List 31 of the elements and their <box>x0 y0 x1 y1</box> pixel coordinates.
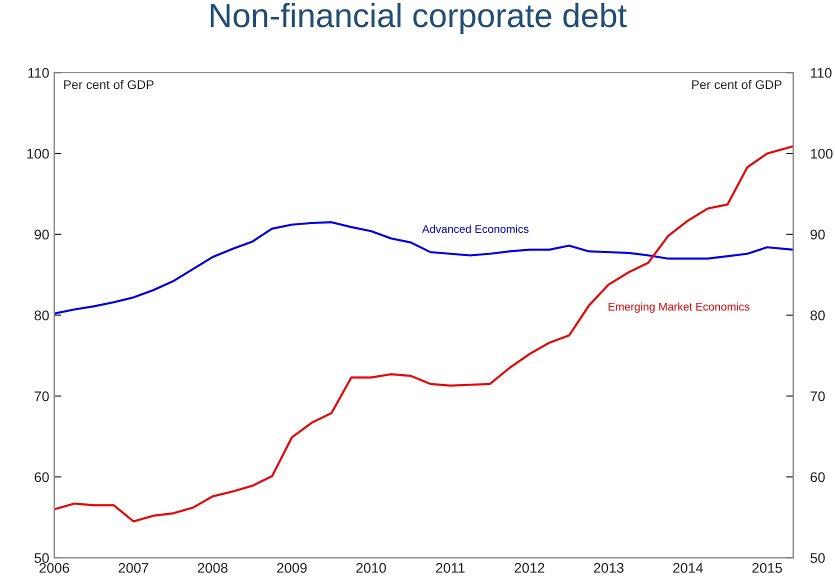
x-tick-label: 2013 <box>594 562 624 573</box>
x-tick-label: 2006 <box>40 562 70 573</box>
y-tick-label: 100 <box>27 148 49 159</box>
chart-title: Non-financial corporate debt <box>210 2 627 34</box>
y2-tick-label: 90 <box>810 230 825 240</box>
y2-tick-label: 60 <box>810 472 825 482</box>
y2-tick-label: 110 <box>810 68 832 78</box>
y2-tick-label: 80 <box>810 310 825 320</box>
y-tick-label: 110 <box>28 68 49 78</box>
x-tick-label: 2012 <box>514 562 544 573</box>
y2-tick-label: 100 <box>810 148 833 159</box>
y-tick-label: 70 <box>34 391 49 402</box>
y-axis-title: Per cent of GDP <box>64 80 154 90</box>
y-tick-label: 80 <box>34 310 49 320</box>
y-tick-label: 90 <box>34 230 49 240</box>
x-tick-label: 2010 <box>356 562 386 573</box>
y-tick-label: 60 <box>34 472 49 482</box>
y2-tick-label: 70 <box>810 391 825 402</box>
x-tick-label: 2008 <box>198 562 228 573</box>
x-tick-label: 2009 <box>277 562 307 573</box>
x-tick-label: 2007 <box>118 562 148 573</box>
line-series <box>54 145 794 522</box>
series-label: Emerging Market Economics <box>608 302 750 313</box>
series-label: Advanced Economics <box>422 224 529 233</box>
x-tick-label: 2015 <box>752 562 782 573</box>
y2-tick-label: 50 <box>810 553 825 563</box>
x-tick-label: 2011 <box>436 562 465 573</box>
line-series <box>54 221 794 315</box>
x-tick-label: 2014 <box>673 562 703 573</box>
y2-axis-title: Per cent of GDP <box>692 80 782 90</box>
y-tick-label: 50 <box>34 553 49 563</box>
